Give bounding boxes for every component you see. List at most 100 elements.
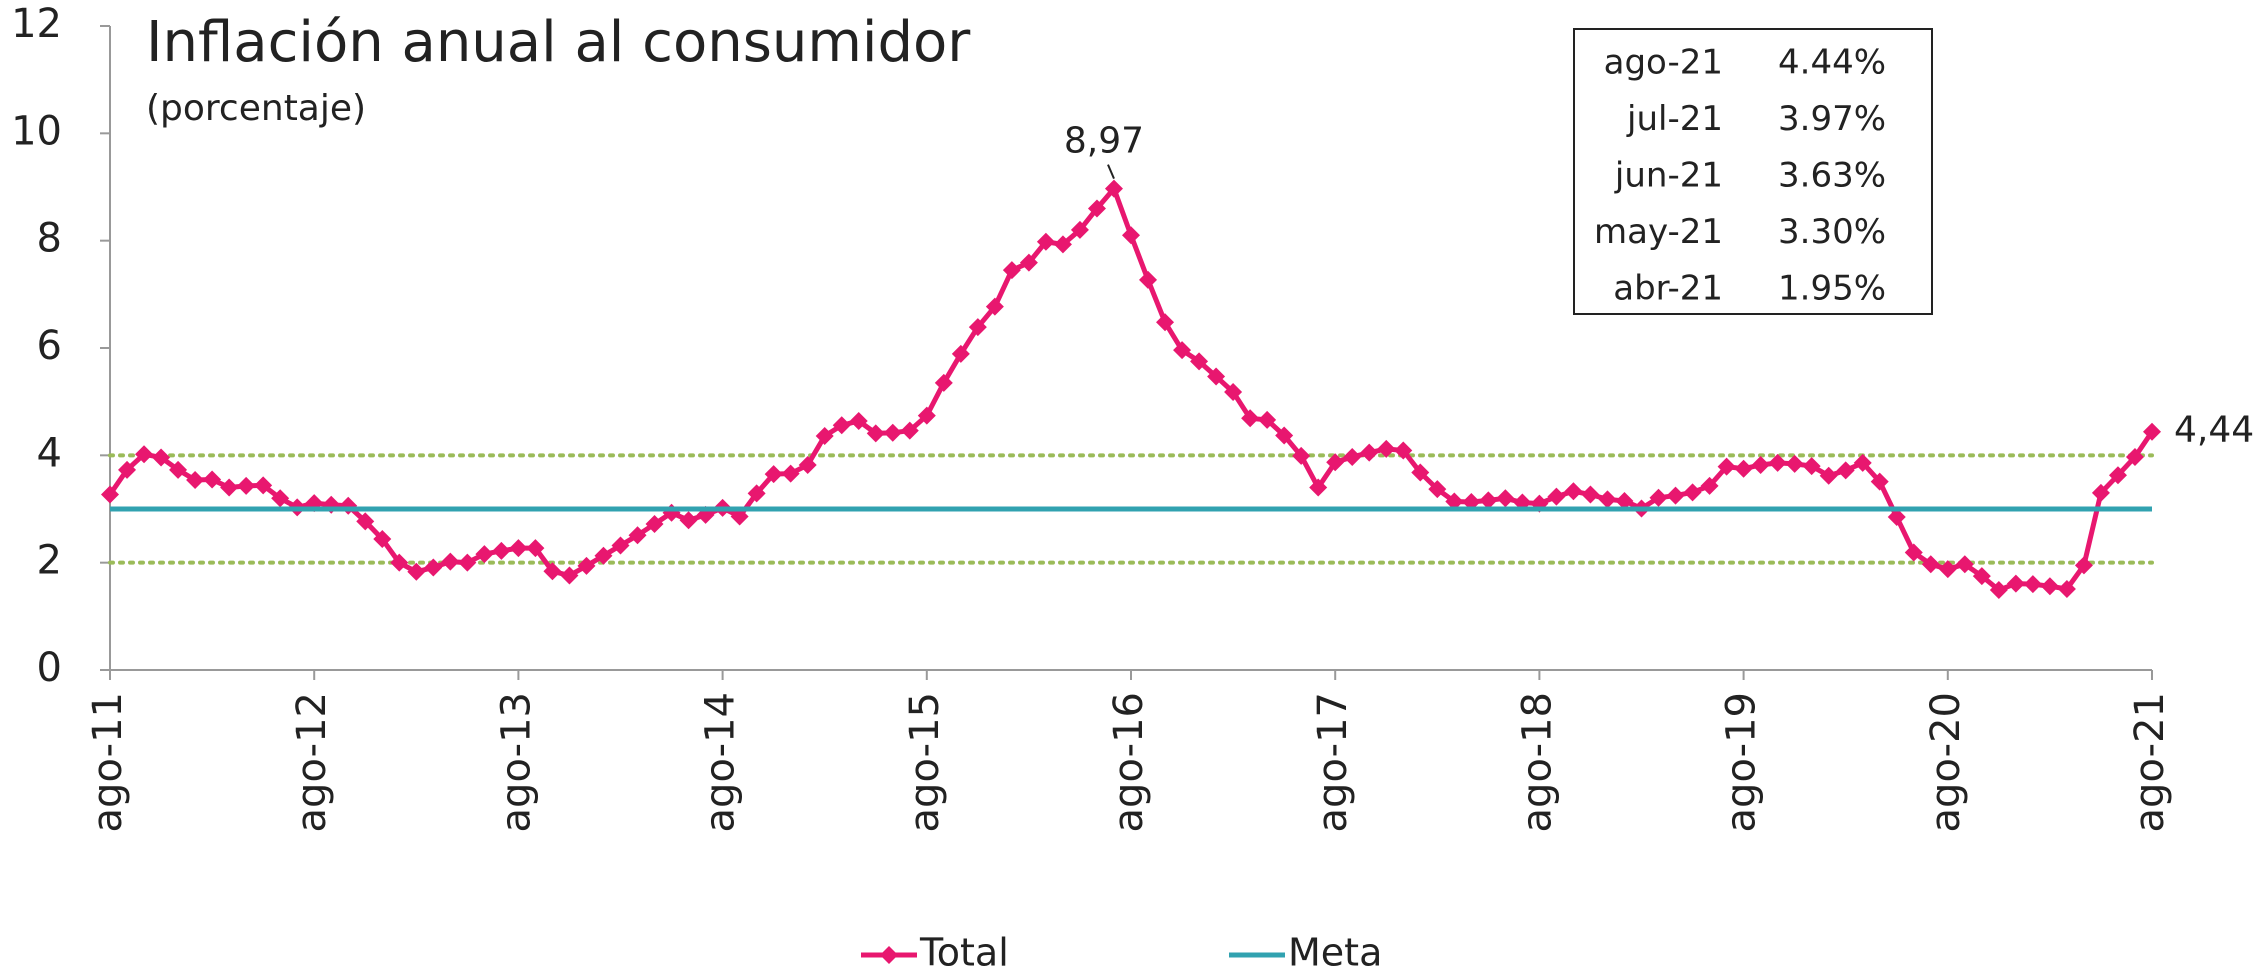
data-point [968,318,987,337]
data-point [1292,446,1311,465]
data-point [186,471,205,490]
data-point [152,448,171,467]
data-point [1275,426,1294,445]
table-value: 4.44% [1778,43,1886,83]
data-point [1377,439,1396,458]
data-point [781,464,800,483]
chart-subtitle: (porcentaje) [146,88,366,129]
data-point [611,536,630,555]
data-point [730,507,749,526]
data-point [1598,490,1617,509]
x-tick-label: ago-18 [1514,692,1560,832]
data-point [900,421,919,440]
data-point [1717,457,1736,476]
data-point [101,485,119,504]
data-point [1989,581,2008,600]
data-point [951,344,970,363]
data-point [747,484,766,503]
data-point [2023,575,2042,594]
data-point [1666,486,1685,505]
data-point [1836,461,1855,480]
y-tick-label: 8 [37,216,62,262]
data-point [832,416,851,435]
data-point [1258,410,1277,429]
data-point [1411,463,1430,482]
table-label: ago-21 [1604,43,1723,83]
y-tick-label: 12 [11,1,62,47]
label-leader [1107,164,1115,180]
data-point [1019,253,1038,272]
x-tick-label: ago-20 [1923,692,1969,832]
table-label: jul-21 [1626,99,1723,139]
data-point [934,373,953,392]
data-point [2006,574,2025,593]
data-point [985,297,1004,316]
data-point [1870,472,1889,491]
data-point [1649,488,1668,507]
data-point [1070,220,1089,239]
table-label: abr-21 [1613,269,1723,309]
data-point [798,455,817,474]
data-point [1087,199,1106,218]
data-point [1853,453,1872,472]
data-point [1683,483,1702,502]
data-point [1615,491,1634,510]
data-point [1921,555,1940,574]
data-point [424,558,443,577]
x-tick-label: ago-11 [85,692,131,832]
y-tick-label: 2 [37,538,62,584]
data-point [1819,466,1838,485]
data-point [866,424,885,443]
data-point [1122,226,1140,245]
data-point [543,562,562,581]
data-point [1036,232,1055,251]
data-point [220,478,239,497]
data-point [1955,555,1974,574]
data-point [475,545,494,564]
data-point [1139,270,1158,289]
data-point [339,496,358,515]
data-point [679,511,698,530]
table-label: may-21 [1594,212,1723,252]
data-point [254,476,273,495]
table-value: 3.30% [1778,212,1886,252]
data-point [1002,261,1021,280]
data-point [1938,560,1957,579]
data-point [1581,485,1600,504]
data-point [1224,383,1243,402]
data-point [441,552,460,571]
data-point [1496,489,1515,508]
data-point [1309,478,1328,497]
data-point [1530,494,1549,513]
data-point [917,406,936,425]
y-tick-label: 6 [37,323,62,369]
data-point [1768,453,1787,472]
data-point [1207,367,1226,386]
y-tick-label: 0 [37,645,62,691]
data-point [1904,543,1923,562]
data-point [1445,492,1464,511]
data-point [1326,453,1345,472]
data-point [271,489,290,508]
data-point [764,465,783,484]
data-point [1190,352,1209,371]
data-point [203,470,222,489]
table-label: jun-21 [1614,156,1723,196]
data-point [1343,447,1362,466]
data-point [1241,409,1260,428]
x-tick-label: ago-16 [1106,692,1152,832]
legend-label: Total [919,931,1009,970]
data-point [1394,441,1413,460]
data-point [2091,483,2110,502]
data-point [509,539,528,558]
data-point [135,445,154,464]
data-point [1734,459,1753,478]
x-tick-label: ago-17 [1310,692,1356,832]
data-point [2143,422,2161,441]
data-point [1785,454,1804,473]
data-point [237,476,256,495]
table-value: 3.63% [1778,156,1886,196]
data-point [628,526,647,545]
data-point [2108,466,2127,485]
